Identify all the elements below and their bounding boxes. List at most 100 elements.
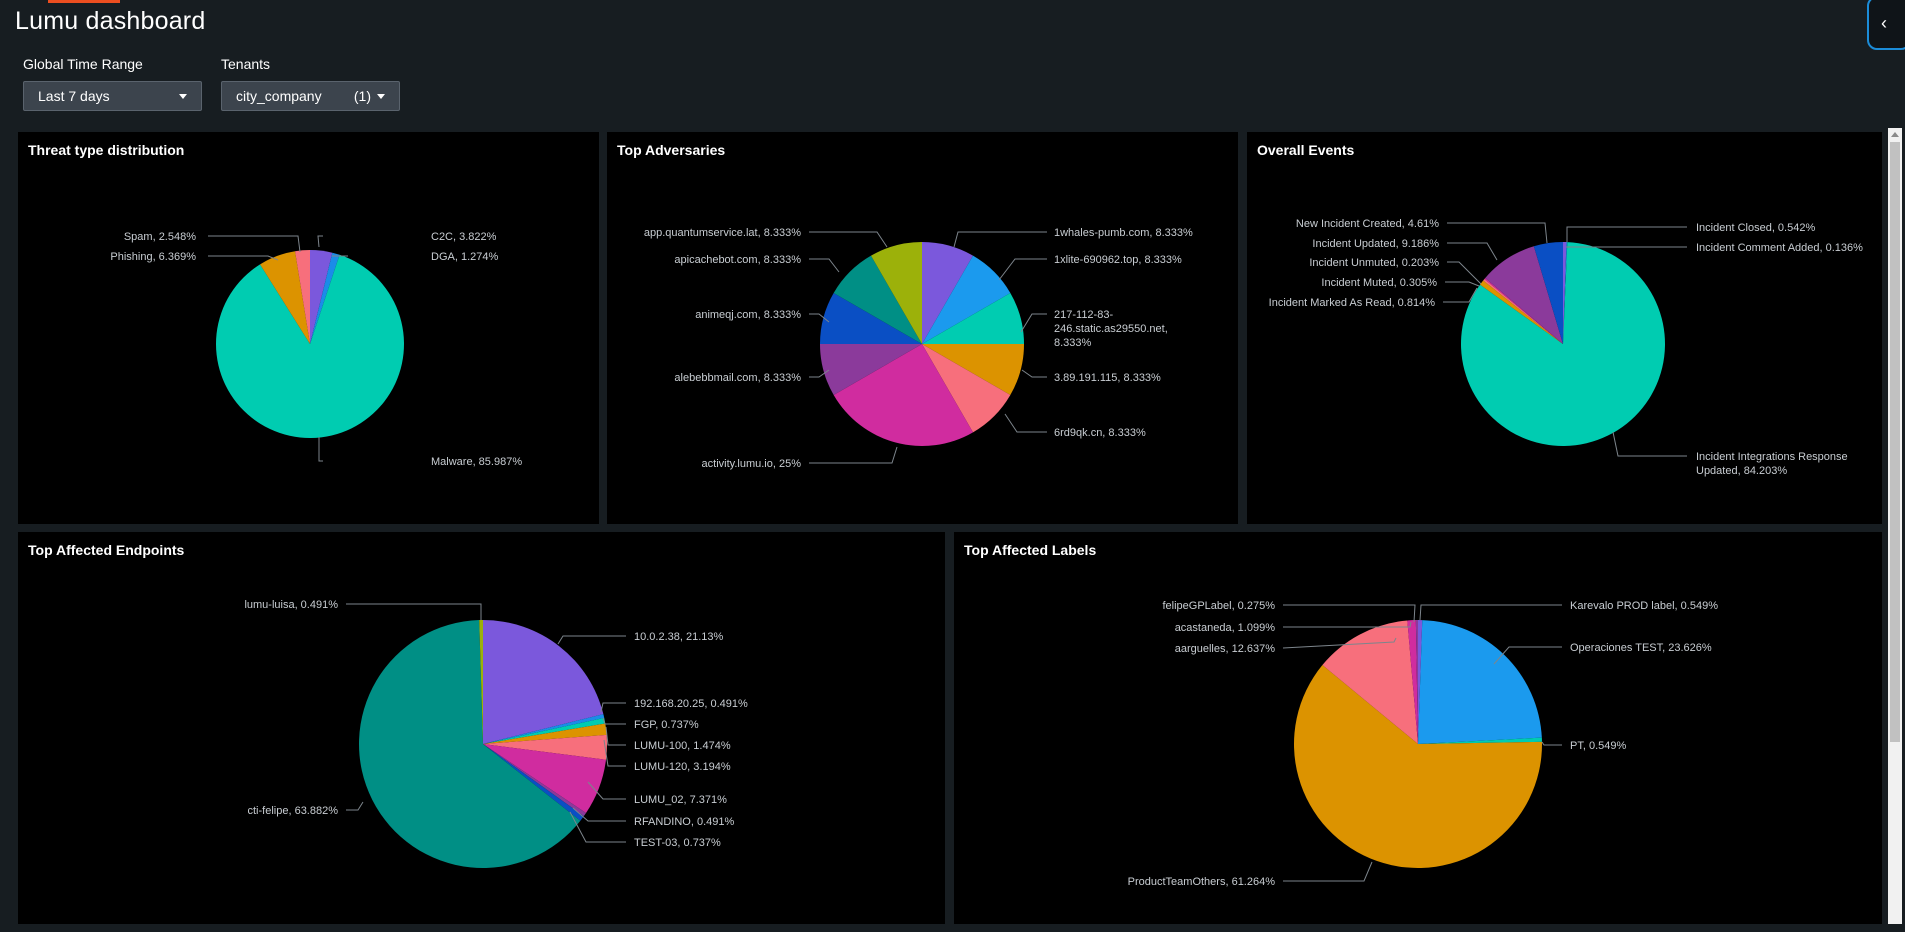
pie-slice-1xlite-690962-top[interactable]	[922, 255, 1011, 344]
pie-slice-10-0-2-38[interactable]	[483, 620, 604, 744]
leader-line	[1283, 621, 1412, 628]
pie-label: Incident Marked As Read, 0.814%	[1269, 297, 1436, 309]
leader-line	[1443, 287, 1478, 303]
time-range-value: Last 7 days	[38, 88, 110, 104]
pie-label: Incident Closed, 0.542%	[1696, 222, 1815, 234]
leader-line	[603, 739, 626, 767]
leader-line	[569, 811, 626, 843]
pie-slice-phishing[interactable]	[260, 251, 310, 344]
leader-line	[1283, 604, 1416, 623]
pie-slice-incident-closed[interactable]	[1563, 242, 1567, 344]
pie-label: Malware, 85.987%	[431, 456, 522, 468]
pie-slice-lumu-02[interactable]	[483, 744, 606, 814]
pie-slice-incident-unmuted[interactable]	[1484, 277, 1563, 344]
pie-slice-lumu-100[interactable]	[483, 723, 607, 744]
pie-slice-productteamothers[interactable]	[1294, 665, 1542, 869]
pie-slice-1whales-pumb-com[interactable]	[922, 242, 973, 344]
pie-slice-6rd9qk-cn[interactable]	[922, 344, 1011, 433]
leader-line	[1021, 369, 1047, 378]
pie-slice-pt[interactable]	[1418, 737, 1542, 744]
tenants-count: (1)	[353, 88, 371, 104]
pie-slice-new-incident-created[interactable]	[1533, 242, 1563, 344]
pie-slice-malware[interactable]	[215, 254, 404, 438]
panel-top-adversaries: Top Adversaries 1whales-pumb.com, 8.333%…	[607, 132, 1238, 524]
pie-label: Incident Updated, 9.186%	[1312, 238, 1439, 250]
pie-slice-activity-lumu-io[interactable]	[833, 344, 974, 446]
pie-label: LUMU-100, 1.474%	[634, 740, 731, 752]
leader-line	[346, 603, 482, 620]
tenants-filter: Tenants city_company (1)	[221, 56, 400, 111]
pie-slice-217-112-83-246-static-as29550-net[interactable]	[922, 292, 1024, 344]
pie-slice-spam[interactable]	[295, 250, 310, 344]
panel-title: Overall Events	[1257, 142, 1355, 158]
pie-label: cti-felipe, 63.882%	[248, 805, 339, 817]
pie-slice-apicachebot-com[interactable]	[833, 255, 922, 344]
pie-label: 6rd9qk.cn, 8.333%	[1054, 427, 1146, 439]
pie-slice-animeqj-com[interactable]	[820, 292, 922, 344]
pie-label: FGP, 0.737%	[634, 719, 699, 731]
scrollbar-thumb[interactable]	[1890, 142, 1900, 742]
caret-down-icon	[377, 93, 385, 99]
pie-label: 10.0.2.38, 21.13%	[634, 631, 724, 643]
pie-slice-felipegplabel[interactable]	[1415, 620, 1418, 744]
pie-label: animeqj.com, 8.333%	[695, 309, 801, 321]
leader-line	[587, 781, 626, 800]
pie-slice-cti-felipe[interactable]	[358, 620, 581, 868]
leader-line	[1283, 861, 1373, 882]
leader-line	[1419, 604, 1562, 621]
time-range-label: Global Time Range	[23, 56, 143, 72]
leader-line	[602, 717, 626, 725]
pie-label: 1whales-pumb.com, 8.333%	[1054, 227, 1193, 239]
pie-slice-lumu-120[interactable]	[483, 734, 607, 760]
caret-down-icon	[179, 93, 187, 99]
pie-slice-3-89-191-115[interactable]	[922, 343, 1024, 395]
pie-label: acastaneda, 1.099%	[1175, 622, 1276, 634]
pie-slice-karevalo-prod-label[interactable]	[1418, 620, 1423, 744]
pie-slice-test-03[interactable]	[483, 744, 584, 821]
leader-line	[809, 313, 830, 323]
pie-label: 246.static.as29550.net,	[1054, 323, 1168, 335]
tenants-dropdown[interactable]: city_company (1)	[221, 81, 400, 111]
panel-title: Threat type distribution	[28, 142, 185, 158]
vertical-scrollbar[interactable]	[1888, 128, 1902, 924]
pie-label: 192.168.20.25, 0.491%	[634, 698, 748, 710]
pie-slice-rfandino[interactable]	[483, 744, 587, 817]
pie-slice-lumu-luisa[interactable]	[479, 620, 483, 744]
pie-slice-app-quantumservice-lat[interactable]	[871, 242, 922, 344]
pie-label: 1xlite-690962.top, 8.333%	[1054, 254, 1182, 266]
collapse-panel-button[interactable]: ‹	[1867, 0, 1905, 50]
pie-slice-acastaneda[interactable]	[1407, 620, 1418, 744]
panel-threat-type-distribution: Threat type distribution C2C, 3.822% DGA,…	[18, 132, 599, 524]
endpoints-pie-chart: 10.0.2.38, 21.13% 192.168.20.25, 0.491% FG…	[244, 599, 748, 868]
page-title: Lumu dashboard	[15, 7, 206, 35]
pie-slice-dga[interactable]	[310, 252, 340, 344]
leader-line	[1493, 646, 1562, 665]
panel-title: Top Affected Endpoints	[28, 542, 185, 558]
pie-slice-incident-comment-added[interactable]	[1563, 242, 1568, 344]
leader-line	[346, 801, 364, 811]
time-range-dropdown[interactable]: Last 7 days	[23, 81, 202, 111]
panel-top-affected-endpoints: Top Affected Endpoints 10.0.2.38, 21.13%…	[18, 532, 945, 924]
scroll-up-icon[interactable]	[1891, 132, 1899, 137]
pie-slice-incident-muted[interactable]	[1483, 278, 1563, 344]
pie-label: TEST-03, 0.737%	[634, 837, 721, 849]
pie-label: Phishing, 6.369%	[110, 251, 196, 263]
panel-title: Top Adversaries	[617, 142, 726, 158]
pie-slice-c2c[interactable]	[310, 250, 333, 344]
pie-label: 8.333%	[1054, 337, 1092, 349]
pie-slice-fgp[interactable]	[483, 717, 606, 744]
tenants-value: city_company	[236, 88, 322, 104]
pie-slice-aarguelles[interactable]	[1322, 620, 1418, 744]
pie-slice-alebebbmail-com[interactable]	[820, 343, 922, 395]
adversaries-pie-chart: 1whales-pumb.com, 8.333% 1xlite-690962.to…	[644, 227, 1193, 470]
pie-slice-192-168-20-25[interactable]	[483, 714, 605, 744]
pie-slice-incident-integrations-response-updated[interactable]	[1461, 242, 1665, 446]
pie-slice-operaciones-test[interactable]	[1418, 620, 1542, 744]
panel-top-affected-labels: Top Affected Labels Karevalo PROD label,…	[954, 532, 1882, 924]
pie-label: apicachebot.com, 8.333%	[674, 254, 801, 266]
pie-label: Updated, 84.203%	[1696, 465, 1787, 477]
pie-slice-incident-marked-as-read[interactable]	[1480, 280, 1563, 344]
leader-line	[1447, 222, 1548, 244]
pie-slice-incident-updated[interactable]	[1485, 246, 1563, 344]
leader-line	[809, 258, 840, 273]
